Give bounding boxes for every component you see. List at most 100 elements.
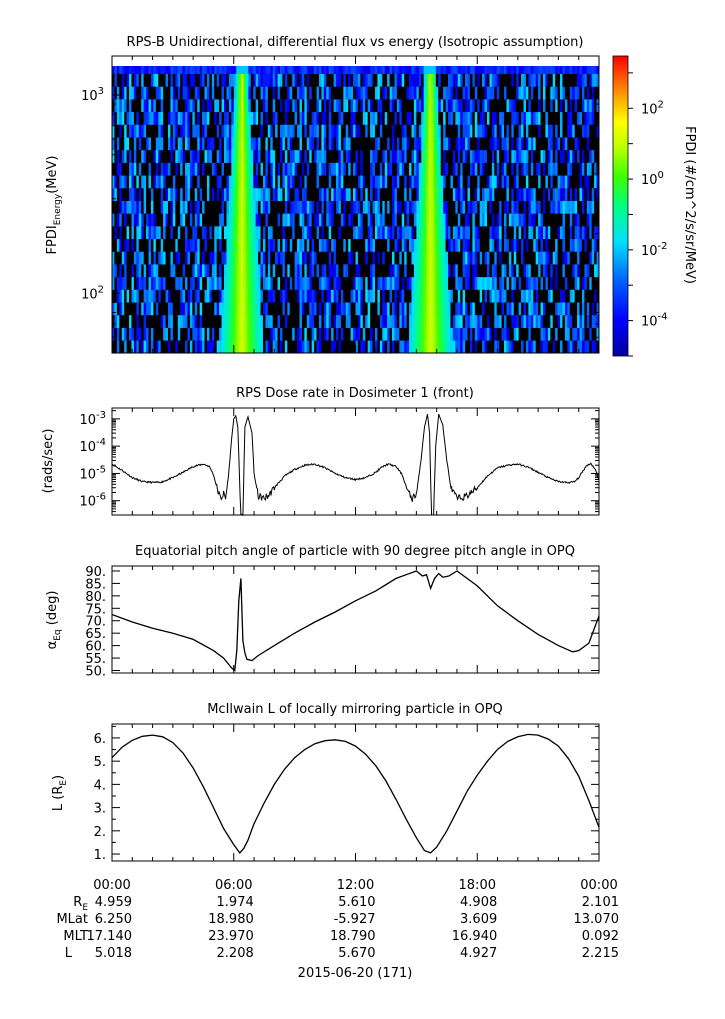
spectrogram-cell [275,66,278,75]
spectrogram-cell [153,226,157,240]
spectrogram-cell [289,251,293,265]
spectrogram-cell [294,340,298,354]
spectrogram-cell [438,302,442,316]
spectrogram-cell [316,302,320,316]
spectrogram-cell [560,238,563,252]
spectrogram-cell [406,73,410,87]
spectrogram-cell [248,124,252,138]
spectrogram-cell [552,276,556,290]
spectrogram-cell [504,162,507,176]
spectrogram-cell [357,137,361,151]
spectrogram-cell [428,175,432,189]
spectrogram-cell [258,200,261,214]
spectrogram-cell [535,99,539,113]
spectrogram-cell [377,289,381,303]
spectrogram-cell [457,86,461,100]
spectrogram-cell [448,327,451,341]
spectrogram-cell [440,327,444,341]
spectrogram-cell [243,66,247,75]
spectrogram-cell [591,238,595,252]
spectrogram-cell [401,137,405,151]
spectrogram-cell [406,175,410,189]
spectrogram-cell [362,124,366,138]
spectrogram-cell [289,213,293,227]
spectrogram-cell [228,264,232,278]
dose-frame [111,407,600,516]
spectrogram-cell [406,200,410,214]
spectrogram-cell [569,66,573,75]
spectrogram-cell [411,251,415,265]
spectrogram-cell [457,340,461,354]
dose-ytick-label: 10-5 [79,464,106,482]
spectrogram-cell [581,314,585,328]
spectrogram-cell [416,226,420,240]
spectrogram-cell [112,226,115,240]
spectrogram-cell [460,200,463,214]
spectrogram-cell [467,162,471,176]
spectrogram-cell [241,175,244,189]
spectrogram-cell [226,124,230,138]
spectrogram-cell [443,99,446,113]
spectrogram-cell [177,213,181,227]
spectrogram-cell [511,86,515,100]
spectrogram-cell [340,73,344,87]
spectrogram-cell [377,238,381,252]
spectrogram-cell [114,200,118,214]
spectrogram-cell [360,213,364,227]
spectrogram-cell [204,327,208,341]
spectrogram-cell [258,86,261,100]
spectrogram-cell [506,86,510,100]
spectrogram-cell [131,66,135,75]
spectrogram-cell [426,327,429,341]
spectrogram-cell [168,238,171,252]
spectrogram-cell [258,238,261,252]
spectrogram-cell [163,200,166,214]
spectrogram-cell [175,124,179,138]
spectrogram-cell [253,276,256,290]
spectrogram-cell [199,314,203,328]
spectrogram-cell [241,86,244,100]
spectrogram-cell [484,99,488,113]
spectrogram-cell [440,276,444,290]
spectrogram-cell [248,264,252,278]
spectrogram-cell [211,175,215,189]
spectrogram-cell [484,175,488,189]
spectrogram-cell [265,327,269,341]
spectrogram-cell [594,124,597,138]
spectrogram-cell [148,66,152,75]
colorbar-tick-label-base: 10 [641,102,658,117]
spectrogram-cell [170,289,174,303]
spectrogram-cell [206,314,210,328]
spectrogram-cell [557,276,561,290]
spectrogram-cell [255,340,259,354]
spectrogram-cell [153,276,157,290]
spectrogram-cell [416,111,420,125]
spectrogram-cell [197,86,200,100]
spectrogram-cell [287,302,291,316]
spectrogram-cell [494,289,498,303]
spectrogram-cell [141,314,144,328]
spectrogram-cell [372,111,376,125]
spectrogram-cell [379,340,383,354]
pitch-ytick-label: 90. [85,565,106,580]
spectrogram-cell [484,251,488,265]
spectrogram-cell [435,289,439,303]
spectrogram-cell [301,238,305,252]
spectrogram-cell [343,73,347,87]
spectrogram-cell [367,213,371,227]
spectrogram-cell [552,86,556,100]
pitch-ytick-label: 65. [85,627,106,642]
spectrogram-cell [328,276,332,290]
spectrogram-cell [121,124,125,138]
spectrogram-cell [331,73,334,87]
spectrogram-cell [538,66,541,75]
spectrogram-cell [150,99,154,113]
spectrogram-cell [396,86,400,100]
spectrogram-cell [426,340,429,354]
spectrogram-cell [236,213,239,227]
spectrogram-cell [372,251,376,265]
spectrogram-cell [124,264,127,278]
spectrogram-cell [182,327,186,341]
spectrogram-cell [586,327,590,341]
spectrogram-cell [577,302,580,316]
